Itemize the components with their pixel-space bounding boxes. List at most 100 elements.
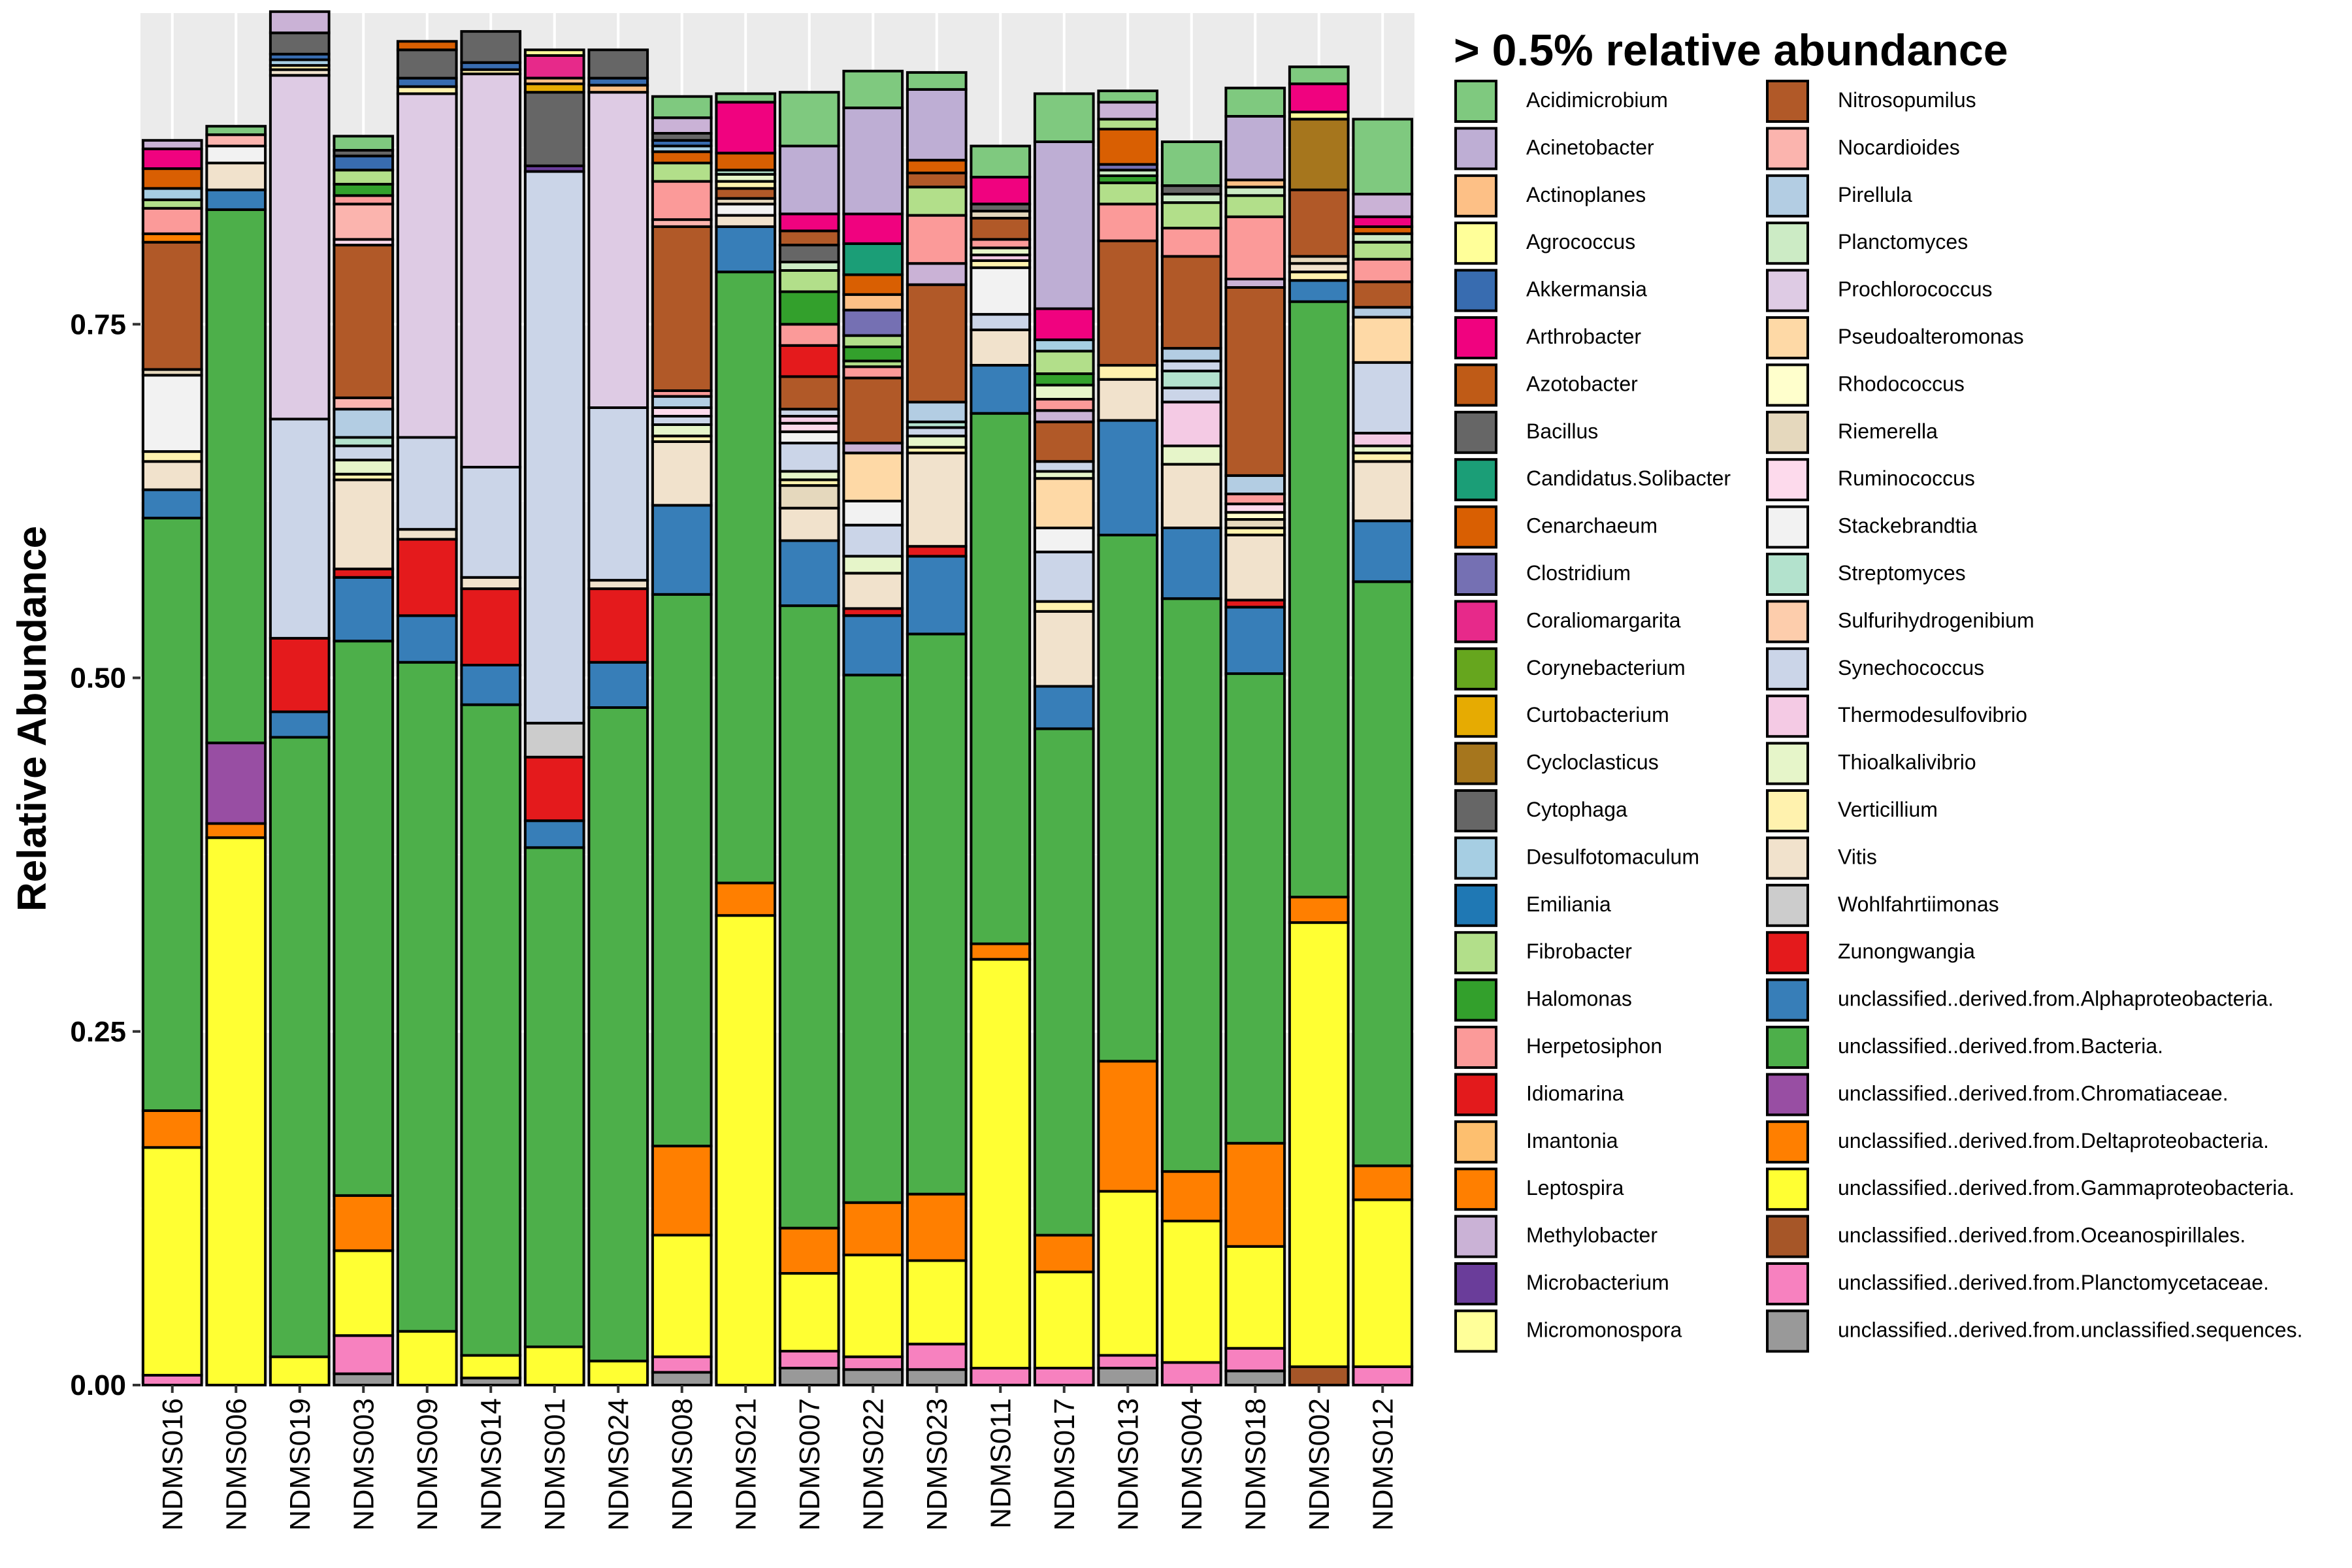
bar-segment-unclassified-derived-from-gammaproteobacteria [715,914,777,1386]
bar-segment-methylobacter [906,262,968,286]
legend-label: Riemerella [1838,419,1938,443]
bar-segment-bacillus [778,244,840,264]
legend-item-vitis: Vitis [1766,836,1877,880]
bar-segment-nitrosopumilus [778,229,840,246]
bar-segment-thermodesulfovibrio [1160,400,1222,448]
legend-swatch [1766,978,1809,1022]
legend-swatch [1766,883,1809,927]
legend-swatch [1766,836,1809,880]
bar-segment-unclassified-derived-from-bacteria [970,412,1032,945]
bar-segment-nitrosopumilus [333,244,395,399]
bar-segment-unclassified-derived-from-bacteria [523,846,585,1348]
bar-segment-acinetobacter [1033,140,1095,310]
legend-swatch [1766,1262,1809,1305]
bar-stack-ndms003 [333,135,395,1386]
legend-swatch [1766,1168,1809,1211]
legend-label: Corynebacterium [1526,656,1686,679]
legend-item-unclassified-derived-from-chromatiaceae: unclassified..derived.from.Chromatiaceae… [1766,1073,2229,1117]
legend-item-desulfotomaculum: Desulfotomaculum [1454,836,1699,880]
bar-segment-unclassified-derived-from-bacteria [1160,597,1222,1173]
bar-segment-unclassified-derived-from-bacteria [205,208,267,745]
bar-segment-verticillium [141,450,203,463]
legend-swatch [1766,127,1809,171]
bar-segment-unclassified-derived-from-alphaproteobacteria [715,225,777,274]
x-tick-label: NDMS007 [794,1398,826,1531]
legend-swatch [1766,1309,1809,1353]
bar-stack-ndms018 [1224,86,1286,1386]
bar-segment-pirellula [333,408,395,439]
bar-segment-arthrobacter [1352,215,1414,228]
legend-swatch [1454,600,1497,644]
bar-segment-prochlorococcus [396,92,458,439]
bar-segment-fibrobacter [842,334,904,348]
y-axis: 0.00 0.25 0.50 0.75 [70,308,140,1401]
legend-label: Ruminococcus [1838,466,1975,490]
bar-segment-unclassified-derived-from-bacteria [587,706,649,1363]
legend-item-fibrobacter: Fibrobacter [1454,931,1632,975]
bar-segment-vitis [1160,463,1222,529]
bar-segment-akkermansia [333,154,395,172]
legend-label: Clostridium [1526,561,1631,585]
legend-item-unclassified-derived-from-oceanospirillales: unclassified..derived.from.Oceanospirill… [1766,1215,2246,1258]
bar-segment-cytophaga [269,31,331,56]
bar-segment-zunongwangia [269,636,331,713]
bar-segment-unclassified-derived-from-planctomycetaceae [970,1367,1032,1386]
bar-segment-synechococcus [460,465,522,579]
bar-segment-vitis [715,214,777,228]
bar-segment-nitrosopumilus [1224,286,1286,477]
bar-segment-nitrosopumilus [906,283,968,404]
legend-label: Candidatus.Solibacter [1526,466,1731,490]
bar-segment-unclassified-derived-from-unclassified-sequences [333,1372,395,1386]
y-tick-label: 0.75 [70,308,126,340]
legend-item-sulfurihydrogenibium: Sulfurihydrogenibium [1766,600,2034,644]
bar-segment-acidimicrobium [906,71,968,91]
legend-item-prochlorococcus: Prochlorococcus [1766,269,1993,312]
legend-swatch [1766,553,1809,596]
legend-item-micromonospora: Micromonospora [1454,1309,1682,1353]
bar-segment-unclassified-derived-from-deltaproteobacteria [205,822,267,840]
bar-segment-unclassified-derived-from-unclassified-sequences [1097,1367,1159,1386]
bar-stack-ndms022 [842,69,904,1386]
legend-label: Wohlfahrtiimonas [1838,892,1999,916]
bar-segment-candidatus-solibacter [842,242,904,276]
bar-segment-synechococcus [842,523,904,558]
legend-label: Emiliania [1526,892,1611,916]
legend-label: Cenarchaeum [1526,514,1658,538]
bar-segment-vitis [1224,533,1286,602]
bar-segment-unclassified-derived-from-bacteria [651,593,713,1148]
bar-segment-unclassified-derived-from-alphaproteobacteria [1288,279,1350,303]
bar-segment-synechococcus [1033,460,1095,473]
bar-segment-unclassified-derived-from-deltaproteobacteria [1288,896,1350,924]
legend-label: Rhodococcus [1838,372,1965,395]
legend-swatch [1766,931,1809,975]
bar-segment-vitis [970,328,1032,367]
x-tick-label: NDMS012 [1367,1398,1399,1531]
legend-label: Idiomarina [1526,1081,1624,1105]
bar-segment-synechococcus [970,313,1032,331]
legend-label: Fibrobacter [1526,939,1632,963]
bar-segment-unclassified-derived-from-gammaproteobacteria [460,1354,522,1380]
bar-segment-clostridium [842,308,904,337]
legend-label: Cytophaga [1526,798,1627,821]
bar-segment-arthrobacter [970,176,1032,206]
legend-item-cycloclasticus: Cycloclasticus [1454,742,1659,785]
bar-segment-unclassified-derived-from-bacteria [1288,300,1350,899]
bar-stack-ndms004 [1160,140,1222,1386]
legend-item-emiliania: Emiliania [1454,883,1611,927]
bar-stack-ndms009 [396,40,458,1386]
bar-segment-cytophaga [460,30,522,64]
x-tick-label: NDMS014 [475,1398,507,1531]
x-tick-label: NDMS022 [857,1398,889,1531]
legend-swatch [1766,1120,1809,1164]
bar-segment-unclassified-derived-from-deltaproteobacteria [778,1226,840,1275]
legend-swatch [1454,553,1497,596]
legend-swatch [1454,410,1497,454]
legend-label: Herpetosiphon [1526,1034,1662,1058]
bar-segment-herpetosiphon [778,323,840,347]
bar-segment-stackebrandtia [715,203,777,217]
legend-swatch [1454,1120,1497,1164]
bar-stack-ndms007 [778,91,840,1386]
bar-segment-unclassified-derived-from-alphaproteobacteria [1224,606,1286,676]
x-tick-label: NDMS019 [284,1398,316,1531]
legend-swatch [1454,1026,1497,1069]
